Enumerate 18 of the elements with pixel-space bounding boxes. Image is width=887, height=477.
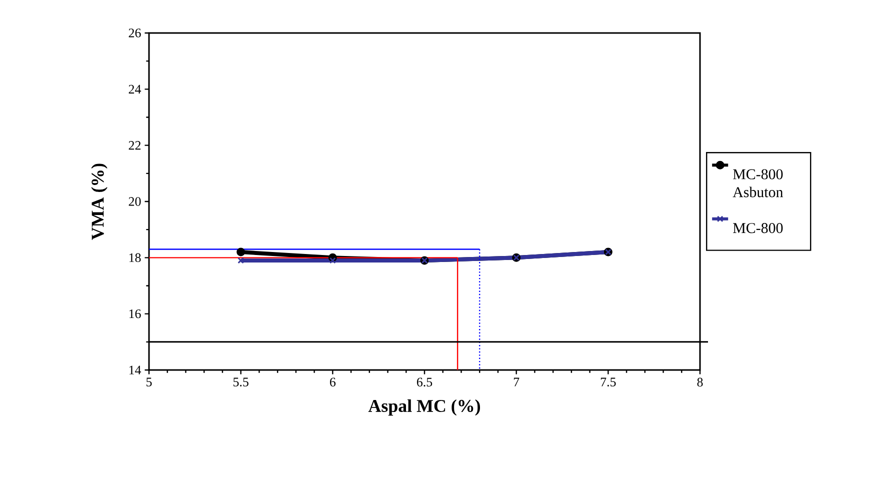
y-tick-label: 18 bbox=[129, 253, 141, 262]
x-tick-label: 6 bbox=[330, 378, 336, 386]
y-tick-label: 14 bbox=[129, 366, 142, 374]
x-axis-title: Aspal MC (%) bbox=[368, 399, 480, 416]
y-tick-label: 20 bbox=[128, 197, 141, 206]
x-tick-label: 5 bbox=[146, 378, 152, 386]
legend-label: MC-800 Asbuton bbox=[732, 169, 784, 198]
y-tick-label: 16 bbox=[129, 309, 141, 318]
legend-label: MC-800 bbox=[733, 223, 783, 234]
y-tick-label: 26 bbox=[128, 28, 141, 38]
x-tick-label: 6.5 bbox=[416, 378, 432, 387]
x-tick-label: 8 bbox=[697, 378, 703, 387]
x-tick-label: 7 bbox=[514, 378, 520, 386]
x-tick-label: 7.5 bbox=[600, 378, 616, 386]
y-tick-label: 24 bbox=[128, 84, 142, 94]
y-axis-title: VMA (%) bbox=[91, 164, 108, 240]
y-tick-label: 22 bbox=[128, 141, 141, 150]
x-tick-label: 5.5 bbox=[233, 378, 248, 386]
